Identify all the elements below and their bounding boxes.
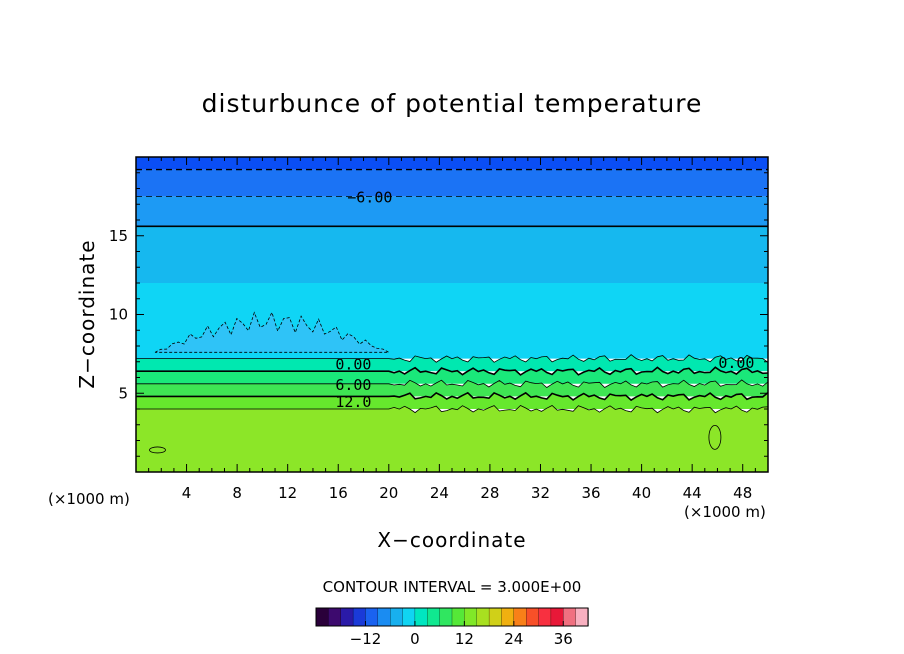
x-tick-label: 48 (733, 484, 752, 502)
y-tick-label: 15 (109, 227, 128, 245)
colorbar-swatch (439, 607, 453, 627)
y-axis-ticks: 5 10 15 (109, 172, 768, 457)
colorbar-ticks: −12 0 12 24 36 (350, 621, 573, 648)
contour-label: 6.00 (335, 376, 371, 394)
x-tick-label: 36 (581, 484, 600, 502)
closed-contour (149, 446, 166, 454)
chart-title: disturbunce of potential temperature (202, 89, 703, 118)
contour-line (136, 379, 768, 388)
contour-label: −6.00 (347, 188, 392, 206)
x-tick-label: 28 (480, 484, 499, 502)
x-tick-label: 40 (632, 484, 651, 502)
contour-label: 0.00 (335, 355, 371, 373)
colorbar-tick-label: 36 (554, 630, 573, 648)
colorbar-swatch (513, 607, 527, 627)
colorbar-swatch (464, 607, 478, 627)
colorbar-swatch (575, 607, 589, 627)
colorbar-tick-label: −12 (350, 630, 382, 648)
colorbar-swatch (365, 607, 379, 627)
x-tick-label: 12 (278, 484, 297, 502)
colorbar-swatch (328, 607, 342, 627)
colorbar-tick-label: 0 (410, 630, 420, 648)
colorbar-swatch (427, 607, 441, 627)
contour-band (136, 157, 768, 170)
colorbar-swatch (563, 607, 577, 627)
colorbar (315, 607, 589, 627)
colorbar-swatch (451, 607, 466, 627)
x-axis-ticks: 4 8 12 16 20 24 28 32 36 40 44 48 (148, 157, 756, 502)
colorbar-swatch (501, 607, 515, 627)
colorbar-tick-label: 24 (504, 630, 523, 648)
colorbar-swatch (352, 607, 367, 627)
y-tick-label: 5 (118, 384, 128, 402)
colorbar-swatch (476, 607, 490, 627)
x-tick-label: 24 (430, 484, 449, 502)
contour-interval-text: CONTOUR INTERVAL = 3.000E+00 (323, 578, 582, 596)
contour-line (136, 391, 768, 402)
colorbar-swatch (390, 607, 404, 627)
contour-line (136, 405, 768, 414)
x-tick-label: 44 (683, 484, 702, 502)
x-unit-left: (×1000 m) (48, 490, 130, 508)
contour-bands (136, 157, 768, 472)
x-unit-right: (×1000 m) (684, 503, 766, 521)
colorbar-swatch (526, 607, 540, 627)
colorbar-tick-label: 12 (455, 630, 474, 648)
colorbar-swatch (315, 607, 330, 627)
x-tick-label: 4 (182, 484, 192, 502)
colorbar-swatch (340, 607, 354, 627)
contour-band (136, 196, 768, 227)
y-tick-label: 10 (109, 306, 128, 324)
contour-band (136, 226, 768, 283)
colorbar-swatch (414, 607, 428, 627)
x-tick-label: 16 (329, 484, 348, 502)
colorbar-swatch (377, 607, 391, 627)
contour-band (136, 169, 768, 197)
contour-label: 0.00 (718, 354, 754, 372)
colorbar-swatch (538, 607, 552, 627)
colorbar-frame (315, 607, 589, 627)
y-axis-label: Z−coordinate (75, 239, 99, 388)
x-tick-label: 20 (379, 484, 398, 502)
colorbar-swatch (550, 607, 564, 627)
x-tick-label: 8 (232, 484, 242, 502)
contour-lines (136, 168, 768, 454)
contour-band (136, 405, 768, 472)
contour-line (136, 354, 768, 363)
anomaly-region (154, 311, 389, 353)
x-tick-label: 32 (531, 484, 550, 502)
colorbar-swatch (488, 607, 503, 627)
x-axis-label: X−coordinate (377, 528, 526, 552)
contour-label: 12.0 (335, 393, 371, 411)
contour-line (136, 366, 768, 376)
closed-contour (708, 424, 722, 450)
colorbar-swatch (402, 607, 416, 627)
